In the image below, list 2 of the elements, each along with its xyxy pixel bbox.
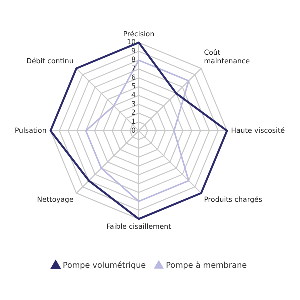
legend-label: Pompe à membrane (166, 261, 248, 270)
legend-label: Pompe volumétrique (62, 261, 146, 270)
